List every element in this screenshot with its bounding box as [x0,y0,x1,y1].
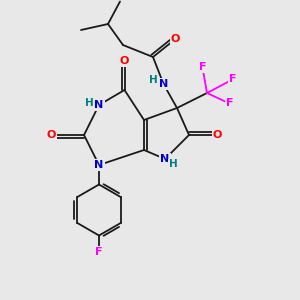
Text: F: F [199,62,206,73]
Text: N: N [159,79,168,89]
Text: N: N [94,100,103,110]
Text: H: H [85,98,94,108]
Text: F: F [95,247,103,257]
Text: O: O [171,34,180,44]
Text: N: N [160,154,169,164]
Text: F: F [226,98,233,109]
Text: N: N [94,160,103,170]
Text: O: O [46,130,56,140]
Text: H: H [148,75,158,85]
Text: F: F [229,74,236,85]
Text: O: O [213,130,222,140]
Text: O: O [120,56,129,67]
Text: H: H [169,159,178,170]
